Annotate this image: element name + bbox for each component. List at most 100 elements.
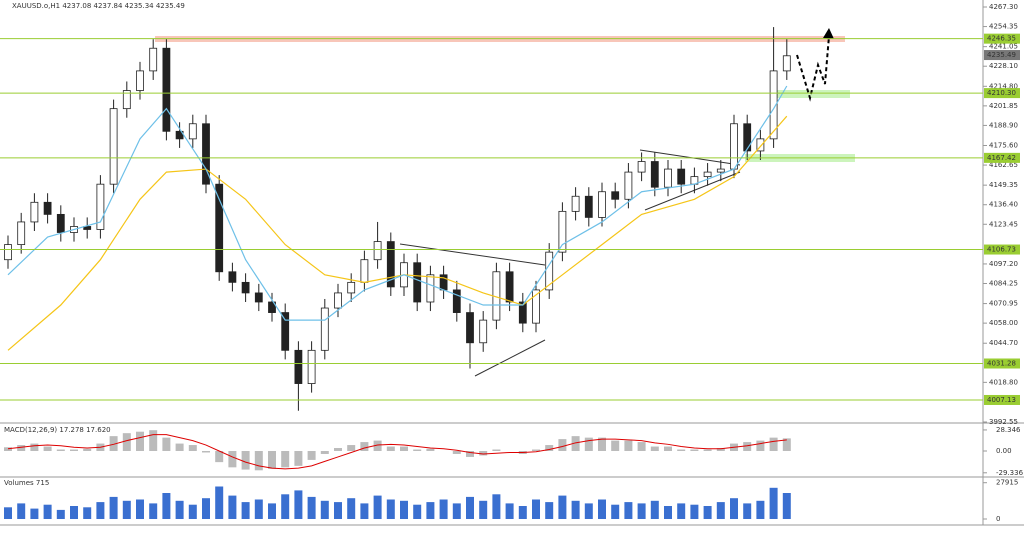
macd-bar bbox=[136, 431, 144, 451]
volume-bar bbox=[149, 503, 158, 519]
candle-body bbox=[215, 183, 224, 273]
volume-bar bbox=[571, 500, 580, 519]
volume-bar bbox=[386, 499, 395, 519]
y-tick-label: 4267.30 bbox=[989, 3, 1018, 11]
candle-body bbox=[466, 312, 474, 344]
candle-body bbox=[307, 349, 316, 384]
macd-bar bbox=[334, 448, 342, 451]
volume-tick-label: 0 bbox=[996, 515, 1000, 523]
volume-bar bbox=[281, 494, 290, 519]
volume-bar bbox=[70, 506, 78, 519]
candle-body bbox=[743, 123, 752, 152]
volume-bar bbox=[136, 499, 144, 519]
candle-body bbox=[637, 161, 646, 173]
volume-bar bbox=[241, 502, 250, 519]
macd-bar bbox=[716, 448, 725, 451]
macd-bar bbox=[307, 451, 316, 460]
macd-bar bbox=[664, 446, 672, 451]
macd-bar bbox=[400, 446, 408, 451]
y-tick-label: 4058.00 bbox=[989, 319, 1018, 327]
volume-bar bbox=[83, 507, 92, 519]
candle-body bbox=[730, 123, 738, 170]
candle-body bbox=[96, 183, 105, 230]
candle-body bbox=[136, 70, 144, 91]
macd-bar bbox=[650, 446, 659, 451]
y-tick-label: 4254.35 bbox=[989, 23, 1018, 31]
volume-bar bbox=[56, 509, 65, 519]
macd-bar bbox=[228, 451, 237, 468]
candle-body bbox=[347, 281, 356, 294]
arrow-head bbox=[823, 28, 834, 39]
candle-body bbox=[571, 195, 580, 212]
candle-body bbox=[518, 301, 527, 324]
y-tick-label: 4201.85 bbox=[989, 102, 1018, 110]
volume-bar bbox=[122, 500, 131, 519]
macd-bar bbox=[4, 447, 12, 451]
macd-bar bbox=[452, 451, 461, 454]
candle-body bbox=[413, 262, 422, 303]
volume-bar bbox=[545, 502, 554, 519]
volume-bar bbox=[228, 495, 237, 519]
candle-body bbox=[598, 191, 606, 218]
level-tag bbox=[984, 88, 1020, 99]
y-tick-label: 4044.70 bbox=[989, 339, 1018, 347]
macd-bar bbox=[254, 451, 263, 471]
candle-body bbox=[294, 349, 303, 384]
volume-bar bbox=[637, 503, 646, 519]
candle-body bbox=[320, 307, 329, 351]
candle-body bbox=[703, 171, 712, 178]
candle-body bbox=[4, 244, 12, 261]
volume-bar bbox=[505, 503, 514, 519]
volume-bar bbox=[782, 493, 791, 519]
level-label: 4246.35 bbox=[987, 35, 1016, 43]
y-tick-label: 4149.35 bbox=[989, 181, 1018, 189]
volume-bar bbox=[307, 496, 316, 519]
volume-title: Volumes 715 bbox=[4, 479, 49, 487]
macd-bar bbox=[241, 451, 250, 470]
volume-bar bbox=[43, 504, 52, 519]
y-tick-label: 3992.55 bbox=[989, 418, 1018, 426]
candle-body bbox=[716, 168, 725, 173]
volume-bar bbox=[452, 503, 461, 519]
level-tag bbox=[984, 33, 1020, 44]
volume-bar bbox=[584, 503, 593, 519]
macd-bar bbox=[677, 449, 686, 451]
volume-bar bbox=[677, 503, 686, 519]
moving-average bbox=[7, 85, 788, 321]
candle-body bbox=[664, 168, 672, 188]
volume-bar bbox=[466, 496, 474, 519]
candle-body bbox=[202, 123, 210, 185]
candle-body bbox=[268, 301, 276, 313]
y-tick-label: 4228.10 bbox=[989, 62, 1018, 70]
volume-bar bbox=[769, 487, 778, 519]
macd-bar bbox=[149, 430, 158, 451]
macd-bar bbox=[386, 446, 395, 451]
volume-bar bbox=[716, 502, 725, 519]
y-tick-label: 4018.80 bbox=[989, 378, 1018, 386]
candle-body bbox=[558, 210, 567, 253]
candle-body bbox=[360, 259, 369, 283]
marks bbox=[4, 27, 791, 519]
volume-bar bbox=[611, 504, 620, 519]
level-tag bbox=[984, 244, 1020, 255]
candle-body bbox=[769, 70, 778, 140]
candle-body bbox=[109, 108, 118, 185]
candle-body bbox=[30, 201, 39, 223]
macd-bar bbox=[532, 449, 540, 451]
macd-bar bbox=[637, 442, 646, 451]
macd-bar bbox=[83, 448, 92, 451]
candle-body bbox=[584, 195, 593, 218]
macd-tick-label: -29.336 bbox=[996, 469, 1024, 477]
volume-bar bbox=[479, 500, 488, 519]
volume-bar bbox=[202, 498, 210, 519]
current-price-label: 4235.49 bbox=[987, 51, 1016, 59]
macd-bar bbox=[202, 451, 210, 453]
trend-line bbox=[644, 171, 741, 211]
level-label: 4210.30 bbox=[987, 89, 1016, 97]
volume-bar bbox=[624, 502, 633, 519]
y-tick-label: 4084.25 bbox=[989, 279, 1018, 287]
volume-bar bbox=[96, 502, 105, 519]
volume-bar bbox=[373, 495, 382, 519]
volume-bar bbox=[162, 493, 171, 519]
